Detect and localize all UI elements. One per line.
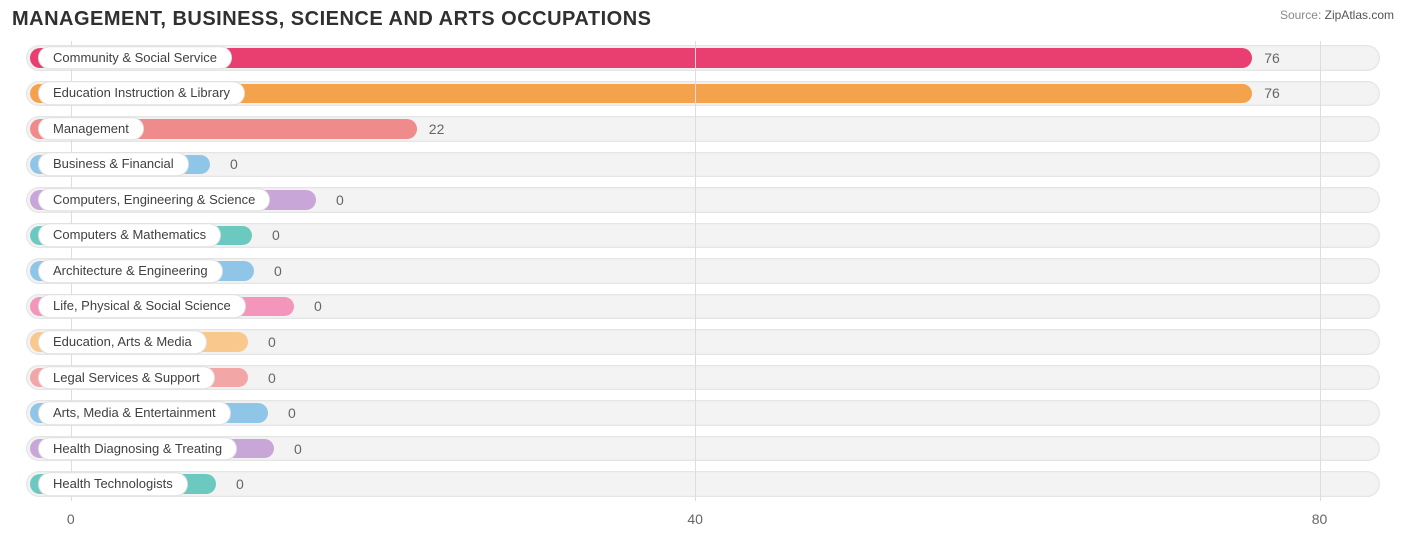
header: MANAGEMENT, BUSINESS, SCIENCE AND ARTS O… (12, 8, 1394, 31)
bar-row: Health Technologists 0 (24, 469, 1382, 499)
source-attribution: Source: ZipAtlas.com (1280, 8, 1394, 22)
bar-label-pill: Computers, Engineering & Science (38, 188, 270, 212)
bar-label-pill: Business & Financial (38, 153, 189, 177)
bar-label-pill: Life, Physical & Social Science (38, 295, 246, 319)
bar-value-label: 0 (274, 263, 282, 279)
bar-label-pill: Arts, Media & Entertainment (38, 401, 231, 425)
bar-label-pill: Computers & Mathematics (38, 224, 221, 248)
bar-row: Community & Social Service 76 (24, 43, 1382, 73)
bar-value-label: 0 (336, 192, 344, 208)
bar-value-label: 76 (1264, 50, 1280, 66)
x-axis-tick-label: 40 (687, 511, 703, 527)
bar-row: Management 22 (24, 114, 1382, 144)
x-axis-tick-label: 80 (1312, 511, 1328, 527)
bar-value-label: 0 (314, 298, 322, 314)
plot-region: Community & Social Service76Education In… (24, 41, 1382, 501)
bar-value-label: 0 (288, 405, 296, 421)
bar-label-pill: Architecture & Engineering (38, 259, 223, 283)
bar-value-label: 76 (1264, 85, 1280, 101)
bar-label-pill: Education, Arts & Media (38, 330, 207, 354)
bar-label-pill: Health Diagnosing & Treating (38, 437, 237, 461)
bar-label-pill: Health Technologists (38, 472, 188, 496)
bar-label-pill: Community & Social Service (38, 46, 232, 70)
bar-value-label: 0 (230, 156, 238, 172)
bar-value-label: 0 (236, 476, 244, 492)
bar-value-label: 0 (268, 370, 276, 386)
bar-row: Education Instruction & Library 76 (24, 79, 1382, 109)
bar-row: Computers & Mathematics 0 (24, 221, 1382, 251)
gridline (695, 41, 696, 501)
bar-value-label: 0 (294, 441, 302, 457)
bar-label-pill: Legal Services & Support (38, 366, 215, 390)
source-brand: ZipAtlas.com (1325, 8, 1394, 22)
bar-row: Business & Financial 0 (24, 150, 1382, 180)
bar-row: Computers, Engineering & Science 0 (24, 185, 1382, 215)
bar-row: Legal Services & Support 0 (24, 363, 1382, 393)
bar-label-pill: Management (38, 117, 144, 141)
x-axis-tick-label: 0 (67, 511, 75, 527)
bar-value-label: 22 (429, 121, 445, 137)
bar-row: Architecture & Engineering 0 (24, 256, 1382, 286)
chart-area: Community & Social Service76Education In… (12, 41, 1394, 531)
source-prefix: Source: (1280, 8, 1325, 22)
gridline (1320, 41, 1321, 501)
chart-title: MANAGEMENT, BUSINESS, SCIENCE AND ARTS O… (12, 8, 651, 31)
bars-container: Community & Social Service76Education In… (24, 43, 1382, 499)
bar-row: Education, Arts & Media 0 (24, 327, 1382, 357)
bar-label-pill: Education Instruction & Library (38, 82, 245, 106)
bar-value-label: 0 (272, 227, 280, 243)
bar-value-label: 0 (268, 334, 276, 350)
bar-row: Health Diagnosing & Treating 0 (24, 434, 1382, 464)
bar-row: Arts, Media & Entertainment 0 (24, 398, 1382, 428)
bar-row: Life, Physical & Social Science 0 (24, 292, 1382, 322)
bar-track (26, 471, 1380, 497)
